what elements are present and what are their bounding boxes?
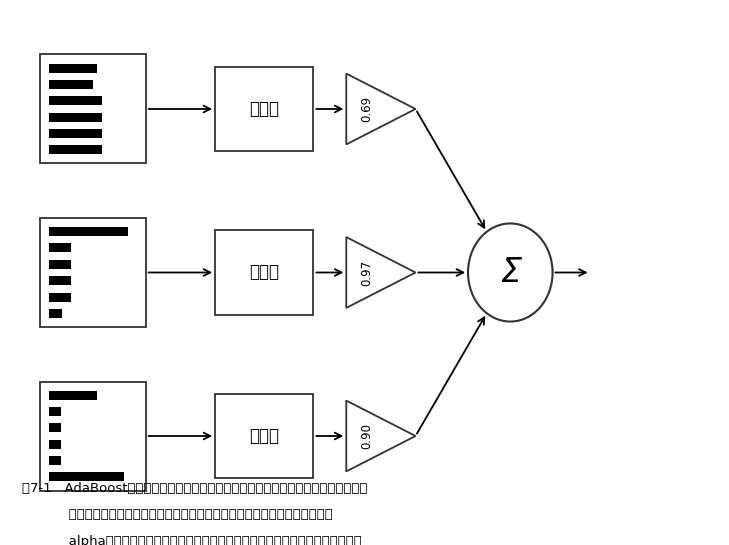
Bar [49,309,62,318]
Bar [49,456,61,465]
Text: Σ: Σ [500,256,521,289]
Polygon shape [346,401,416,471]
Bar [49,129,102,138]
Bar [49,293,71,301]
Text: 分类器: 分类器 [249,427,279,445]
Ellipse shape [468,223,553,322]
Bar [49,440,61,449]
Bar [215,393,313,479]
Bar [49,407,61,416]
Text: alpha值进行加权。每个三角形中输出的加权结果在圆形中求和，从而得到最终: alpha值进行加权。每个三角形中输出的加权结果在圆形中求和，从而得到最终 [22,535,362,545]
Bar [40,382,146,491]
Bar [49,96,102,105]
Text: 0.90: 0.90 [361,423,373,449]
Text: 上的不同权重。在经过一个分类器之后，加权的预测结果会通过三角形中的: 上的不同权重。在经过一个分类器之后，加权的预测结果会通过三角形中的 [22,508,332,522]
Text: 0.97: 0.97 [361,259,373,286]
Bar [215,230,313,315]
Bar [49,80,93,89]
Bar [49,423,61,432]
Bar [49,64,98,72]
Text: 图7-1   AdaBoost算法的示意图。左边是数据集，其中直方图的不同宽度表示每个样例: 图7-1 AdaBoost算法的示意图。左边是数据集，其中直方图的不同宽度表示每… [22,482,367,495]
Bar [49,244,71,252]
Text: 分类器: 分类器 [249,263,279,282]
Text: 0.69: 0.69 [361,96,373,122]
Bar [49,276,71,285]
Bar [49,113,102,122]
Bar [215,66,313,151]
Bar [49,260,71,269]
Bar [49,227,128,236]
Polygon shape [346,74,416,144]
Bar [49,391,98,399]
Text: 分类器: 分类器 [249,100,279,118]
Bar [49,146,102,154]
Bar [49,473,124,481]
Bar [40,54,146,164]
Bar [40,218,146,327]
Polygon shape [346,237,416,308]
